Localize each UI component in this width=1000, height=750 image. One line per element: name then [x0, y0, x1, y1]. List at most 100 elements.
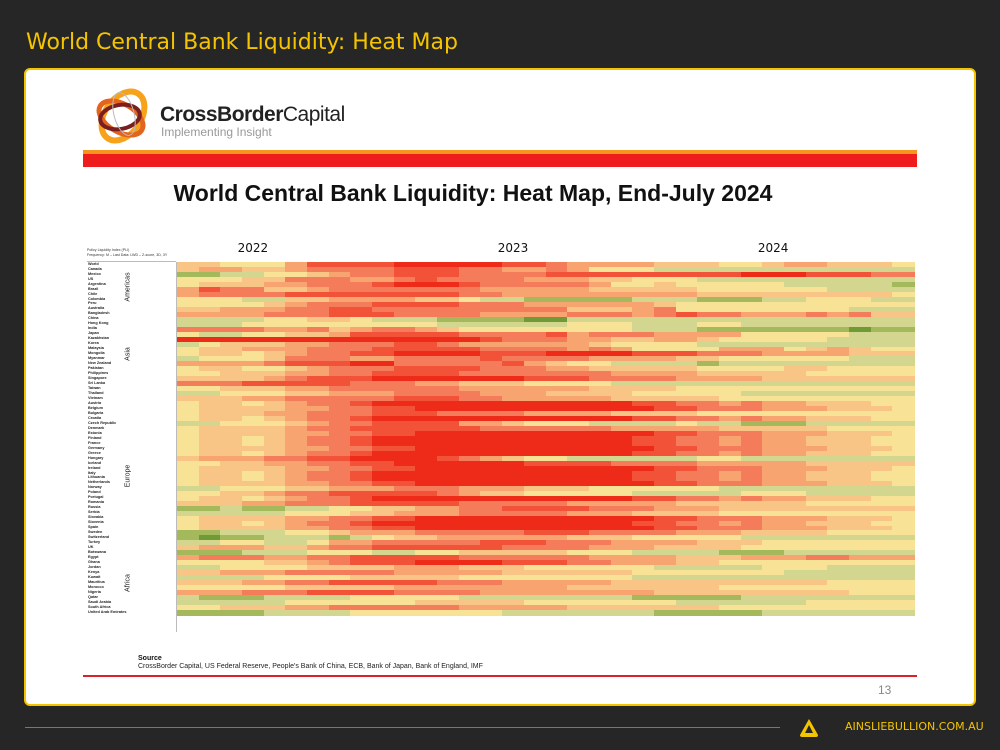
heatmap-cell — [393, 411, 417, 417]
heatmap-cell — [372, 321, 395, 328]
heatmap-cell — [350, 535, 373, 541]
heatmap-cell — [675, 555, 698, 561]
heatmap-cell — [177, 545, 200, 551]
heatmap-cell — [285, 520, 308, 527]
footer-divider — [25, 727, 780, 728]
heatmap-cell — [697, 560, 720, 566]
heatmap-cell — [502, 386, 525, 392]
heatmap-cell — [328, 376, 351, 382]
heatmap-cell — [783, 580, 807, 586]
heatmap-cell — [502, 381, 525, 387]
heatmap-cell — [827, 326, 850, 333]
heatmap-cell — [458, 381, 482, 387]
heatmap-cell — [740, 281, 763, 288]
heatmap-cell — [567, 271, 590, 278]
heatmap-cell — [285, 386, 308, 392]
heatmap-cell — [805, 431, 828, 437]
heatmap-cell — [523, 560, 547, 566]
heatmap-cell — [827, 440, 850, 447]
heatmap-cell — [437, 406, 460, 412]
heatmap-cell — [350, 286, 373, 293]
heatmap-cell — [653, 470, 677, 477]
heatmap-cell — [328, 580, 351, 586]
footer-url[interactable]: AINSLIEBULLION.COM.AU — [845, 720, 984, 733]
heatmap-cell — [848, 391, 872, 397]
heatmap-cell — [805, 266, 828, 273]
heatmap-cell — [545, 510, 568, 517]
heatmap-cell — [783, 346, 807, 353]
heatmap-cell — [177, 321, 200, 328]
heatmap-cell — [393, 605, 417, 611]
heatmap-cell — [480, 426, 503, 432]
heatmap-cell — [718, 431, 742, 437]
heatmap-cell — [523, 286, 547, 293]
heatmap-cell — [697, 291, 720, 298]
heatmap-cell — [350, 575, 373, 581]
heatmap-cell — [697, 450, 720, 457]
heatmap-cell — [263, 386, 286, 392]
heatmap-cell — [437, 480, 460, 487]
heatmap-cell — [458, 376, 482, 382]
heatmap-cell — [718, 445, 742, 452]
heatmap-cell — [458, 336, 482, 343]
heatmap-cell — [393, 565, 417, 571]
heatmap-cell — [805, 610, 828, 616]
heatmap-cell — [263, 331, 286, 338]
heatmap-cell — [892, 291, 915, 298]
heatmap-cell — [198, 281, 221, 288]
heatmap-cell — [220, 331, 243, 338]
heatmap-cell — [458, 371, 482, 377]
heatmap-cell — [480, 580, 503, 586]
heatmap-cell — [805, 560, 828, 566]
heatmap-cell — [892, 455, 915, 462]
heatmap-cell — [523, 480, 547, 487]
heatmap-cell — [437, 450, 460, 457]
heatmap-cell — [740, 595, 763, 601]
heatmap-cell — [675, 336, 698, 343]
heatmap-cell — [632, 590, 655, 596]
heatmap-cell — [653, 525, 677, 532]
row-label: Mexico — [88, 271, 101, 276]
heatmap-cell — [892, 580, 915, 586]
heatmap-cell — [567, 605, 590, 611]
heatmap-cell — [242, 361, 265, 367]
heatmap-cell — [740, 356, 763, 363]
heatmap-cell — [220, 520, 243, 527]
heatmap-cell — [718, 276, 742, 283]
heatmap-cell — [415, 470, 438, 477]
heatmap-cell — [177, 351, 200, 358]
heatmap-cell — [783, 590, 807, 596]
heatmap-cell — [740, 336, 763, 343]
heatmap-cell — [827, 306, 850, 313]
heatmap-cell — [827, 346, 850, 353]
heatmap-cell — [372, 406, 395, 412]
heatmap-cell — [523, 326, 547, 333]
heatmap-cell — [762, 520, 785, 527]
heatmap-cell — [307, 540, 330, 546]
heatmap-cell — [372, 276, 395, 283]
heatmap-cell — [870, 431, 893, 437]
heatmap-cell — [307, 391, 330, 397]
heatmap-cell — [545, 490, 568, 497]
heatmap-cell — [632, 535, 655, 541]
heatmap-cell — [848, 286, 872, 293]
heatmap-cell — [827, 376, 850, 382]
heatmap-cell — [870, 301, 893, 308]
heatmap-cell — [220, 525, 243, 532]
heatmap-cell — [285, 540, 308, 546]
row-label: United Arab Emirates — [88, 609, 127, 614]
heatmap-cell — [870, 331, 893, 338]
heatmap-cell — [783, 530, 807, 537]
heatmap-cell — [870, 316, 893, 323]
heatmap-cell — [177, 336, 200, 343]
heatmap-cell — [242, 465, 265, 472]
heatmap-cell — [458, 341, 482, 348]
heatmap-cell — [263, 470, 286, 477]
heatmap-cell — [545, 520, 568, 527]
heatmap-cell — [480, 421, 503, 427]
row-label: Bulgaria — [88, 410, 104, 415]
heatmap-cell — [350, 321, 373, 328]
heatmap-cell — [632, 386, 655, 392]
heatmap-cell — [848, 376, 872, 382]
heatmap-cell — [350, 565, 373, 571]
